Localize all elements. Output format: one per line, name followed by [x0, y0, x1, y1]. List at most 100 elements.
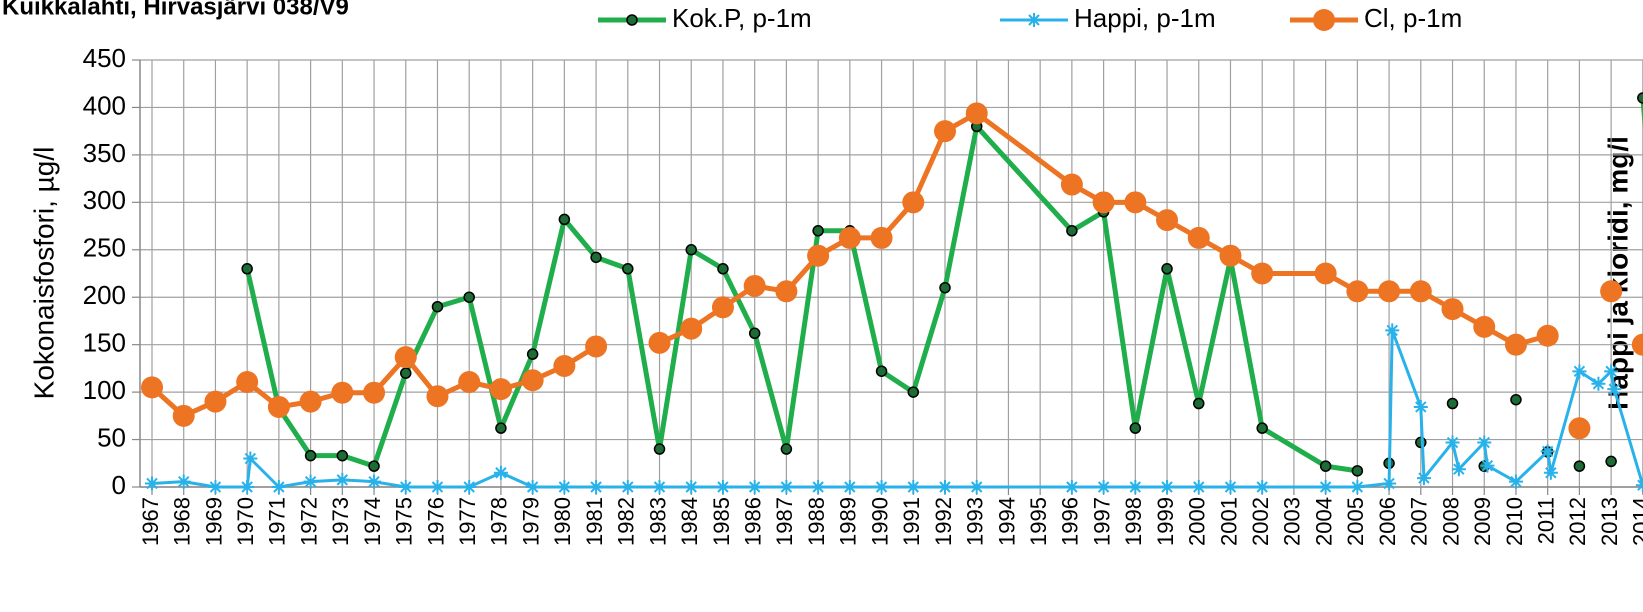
marker	[838, 226, 861, 249]
marker	[1604, 364, 1619, 379]
y-tick-label: 450	[83, 43, 126, 73]
marker	[1193, 397, 1205, 410]
x-tick-label: 1967	[138, 497, 163, 546]
x-tick-label: 1973	[328, 497, 353, 546]
marker	[1319, 460, 1332, 472]
marker	[558, 213, 571, 226]
x-tick-label: 1994	[994, 497, 1019, 546]
marker	[743, 274, 766, 297]
series-line	[150, 110, 1643, 419]
y-tick-label: 400	[83, 90, 126, 120]
y-tick-label: 300	[83, 185, 126, 215]
marker	[1385, 323, 1400, 338]
marker	[842, 480, 857, 494]
marker	[1346, 280, 1369, 303]
x-tick-label: 2002	[1248, 497, 1273, 546]
x-tick-label: 1993	[963, 497, 988, 546]
marker	[775, 280, 798, 303]
marker	[1256, 422, 1268, 434]
marker	[1096, 480, 1111, 494]
x-tick-label: 1972	[296, 497, 321, 546]
x-tick-label: 2011	[1533, 497, 1558, 544]
marker	[1508, 474, 1523, 489]
marker	[1416, 471, 1431, 486]
marker	[1255, 480, 1270, 494]
marker	[303, 474, 318, 489]
marker	[1445, 435, 1460, 450]
marker	[1160, 480, 1175, 494]
legend-marker	[1027, 13, 1041, 27]
marker	[1064, 480, 1079, 494]
x-tick-label: 2013	[1597, 497, 1622, 546]
x-tick-label: 1980	[550, 497, 575, 546]
x-tick-label: 1981	[582, 497, 607, 546]
marker	[336, 449, 349, 462]
marker	[1350, 480, 1365, 494]
marker	[1572, 364, 1587, 379]
marker	[335, 472, 350, 487]
marker	[1631, 333, 1643, 356]
marker	[620, 480, 635, 494]
marker	[1128, 480, 1143, 494]
marker	[1510, 393, 1522, 406]
marker	[204, 390, 227, 413]
marker	[1573, 460, 1586, 472]
marker	[525, 480, 540, 494]
y-tick-label: 100	[83, 375, 126, 405]
x-tick-label: 2001	[1216, 497, 1241, 546]
legend-marker	[1313, 9, 1335, 31]
x-tick-label: 2005	[1343, 497, 1368, 546]
marker	[521, 369, 544, 392]
marker	[553, 355, 576, 378]
marker	[368, 460, 380, 472]
legend-label: Kok.P, p-1m	[672, 3, 812, 33]
x-tick-label: 1990	[867, 497, 892, 546]
marker	[557, 480, 572, 494]
marker	[1441, 298, 1464, 321]
x-tick-label: 1992	[931, 497, 956, 546]
x-tick-label: 1976	[423, 497, 448, 546]
x-tick-label: 1978	[487, 497, 512, 546]
marker	[1504, 333, 1527, 356]
marker	[241, 263, 253, 275]
marker	[299, 390, 322, 413]
x-tick-label: 2009	[1470, 497, 1495, 546]
marker	[141, 376, 163, 399]
x-tick-label: 1987	[772, 497, 797, 546]
x-tick-label: 1997	[1089, 497, 1114, 546]
x-tick-label: 2007	[1407, 497, 1432, 546]
marker	[1409, 280, 1432, 303]
marker	[1223, 480, 1238, 494]
x-tick-label: 1983	[645, 497, 670, 546]
marker	[1607, 382, 1622, 397]
y-tick-label: 200	[83, 280, 126, 310]
x-tick-label: 2014	[1629, 497, 1643, 546]
marker	[1378, 280, 1401, 303]
marker	[240, 480, 255, 494]
marker	[172, 404, 195, 427]
marker	[1413, 399, 1428, 414]
marker	[1066, 225, 1078, 237]
marker	[176, 474, 191, 489]
marker	[590, 251, 602, 264]
marker	[1187, 226, 1210, 249]
marker	[463, 291, 475, 303]
x-tick-label: 2006	[1375, 497, 1400, 546]
marker	[1161, 263, 1173, 275]
marker	[906, 480, 921, 494]
marker	[711, 296, 734, 319]
x-tick-label: 1984	[677, 497, 702, 546]
legend-label: Happi, p-1m	[1074, 3, 1216, 33]
x-tick-label: 1996	[1058, 497, 1083, 546]
x-tick-label: 1974	[360, 497, 385, 546]
marker	[1600, 280, 1623, 303]
marker	[1314, 262, 1337, 285]
marker	[367, 474, 382, 489]
marker	[1219, 244, 1242, 267]
marker	[493, 465, 508, 480]
marker	[208, 480, 223, 494]
marker	[1568, 417, 1591, 440]
marker	[934, 120, 956, 143]
marker	[1543, 465, 1558, 480]
